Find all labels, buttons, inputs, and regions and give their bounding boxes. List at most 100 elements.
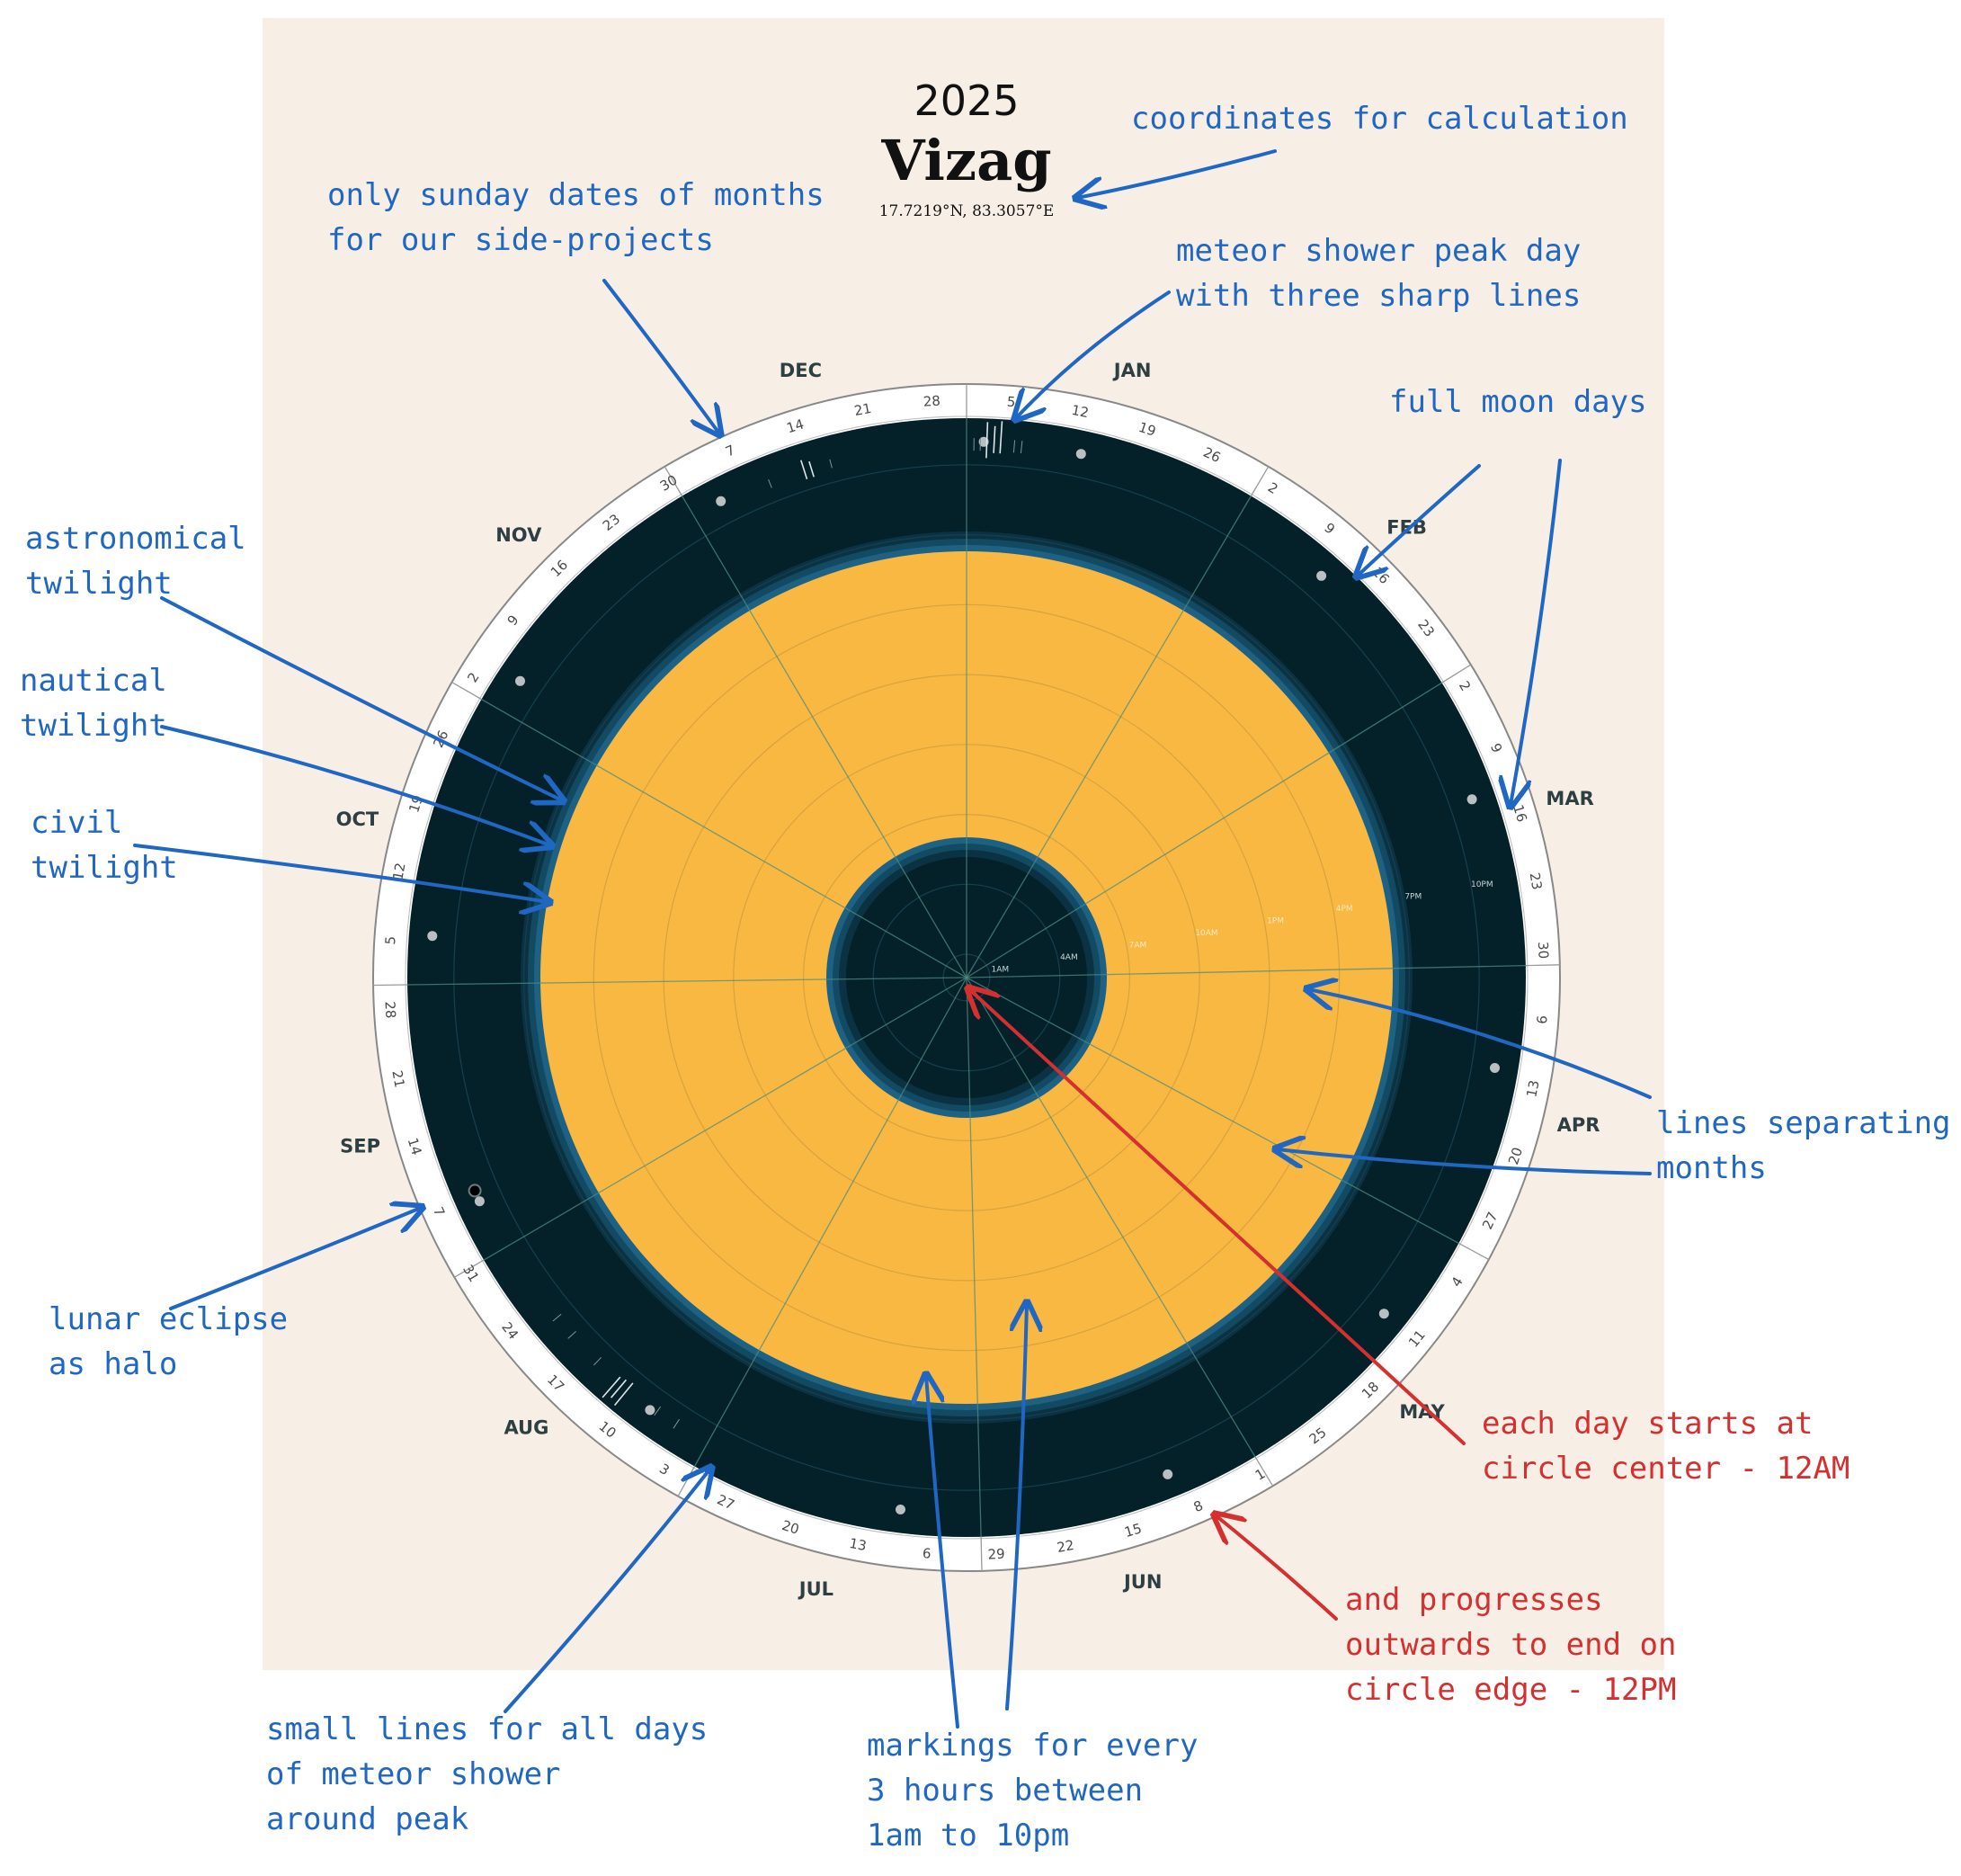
full-moon-dot [515,675,525,686]
note-nautical-twilight: nautical twilight [20,663,185,744]
sunday-label: 15 [1122,1520,1143,1541]
note-sundays: only sunday dates of months for our side… [327,177,842,258]
note-month-lines-line: lines separating [1656,1105,1951,1141]
meteor-streak [673,1418,680,1429]
month-ring-tick [1441,664,1472,683]
month-ring-tick [453,1259,485,1278]
month-label: JAN [1112,360,1152,381]
note-day-end: and progresses outwards to end on circle… [1345,1582,1695,1708]
sun-wheel: 5 121926291623291623306132027411182518152… [336,360,1600,1600]
note-day-end-line: outwards to end on [1345,1627,1676,1663]
arrow-hour-marks-left [926,1376,959,1729]
arrow-coordinates [1077,149,1277,198]
note-civil-twilight: civil twilight [31,805,178,886]
note-day-end-line: and progresses [1345,1582,1603,1618]
month-label: SEP [340,1136,380,1157]
note-full-moon: full moon days [1389,384,1647,420]
full-moon-dot [896,1505,905,1514]
arrow-month-lines-lower [1277,1149,1652,1175]
hour-labels: 1AM 4AM 7AM 10AM 1PM 4PM 7PM 10PM [991,880,1493,975]
full-moon-dots [427,436,1500,1514]
poster-year: 2025 [914,76,1019,125]
full-moon-dot [1378,1309,1389,1319]
sunday-label: 30 [1535,942,1552,960]
meteor-shower-marks [552,421,1023,1429]
sunday-label: 29 [987,1546,1005,1563]
note-lunar-eclipse: lunar eclipse as halo [49,1301,307,1382]
sunday-label: 22 [1056,1537,1075,1556]
note-month-lines-line: months [1656,1150,1767,1186]
full-moon-dot [716,496,726,506]
note-hour-marks-line: markings for every [867,1728,1198,1764]
arrow-astronomical [160,596,562,800]
note-day-start-line: circle center - 12AM [1482,1451,1850,1487]
month-label: OCT [336,808,379,830]
meteor-streak [593,1356,602,1366]
poster-city: Vizag [880,128,1051,193]
note-coordinates-line: coordinates for calculation [1131,101,1628,137]
month-separator-line [966,682,1442,978]
note-nautical-line: twilight [20,708,167,744]
poster-coordinates: 17.7219°N, 83.3057°E [879,202,1055,220]
meteor-streak [567,1331,576,1339]
hour-label: 10PM [1471,880,1493,889]
month-label: JUL [798,1578,833,1600]
month-separator-line [481,698,967,978]
month-ring-tick [1250,466,1270,496]
hour-label: 4AM [1060,953,1078,962]
meteor-streak [808,460,815,478]
note-day-start: each day starts at circle center - 12AM [1482,1406,1850,1487]
month-separator-line [693,977,967,1467]
month-separator-line [682,496,967,978]
note-civil-line: twilight [31,850,178,886]
annotations: coordinates for calculation only sunday … [20,101,1961,1854]
month-ring-tick [664,466,683,496]
arrow-full-moon-feb [1358,464,1481,576]
sunday-label: 14 [785,415,807,436]
note-coordinates: coordinates for calculation [1131,101,1628,137]
sunday-label: 12 [389,862,408,881]
full-moon-dot [1075,449,1086,460]
sunday-label: 19 [1136,419,1158,440]
meteor-streak [602,1376,621,1398]
meteor-streak [654,1406,662,1416]
sunday-label: 23 [1527,871,1546,891]
month-separator-line [483,977,967,1261]
hour-label: 1AM [991,965,1009,974]
sunday-label: 13 [848,1535,868,1554]
note-month-lines: lines separating months [1656,1105,1961,1186]
full-moon-dot [474,1196,485,1207]
arrow-hour-marks-right [1005,1304,1027,1711]
hour-label: 10AM [1195,929,1217,938]
arrow-day-end [1216,1515,1338,1621]
note-hour-marks-line: 3 hours between [867,1773,1143,1809]
note-hour-marks-line: 1am to 10pm [867,1818,1069,1854]
arrow-civil [133,844,548,902]
sunday-label: 12 [1070,402,1090,421]
note-meteor-peak-line: with three sharp lines [1176,278,1581,314]
full-moon-dot [1490,1063,1500,1073]
month-ring-tick [373,984,408,987]
month-separator-line [966,496,1252,978]
annotation-arrows [133,149,1652,1729]
full-moon-dot [427,931,438,942]
month-label: JUN [1122,1571,1162,1593]
meteor-streak [610,1379,628,1398]
meteor-streak [993,425,996,453]
sunday-label: 28 [923,393,940,410]
arrow-nautical [160,725,550,845]
sunday-label: 21 [388,1069,407,1089]
meteor-streak [768,479,772,488]
full-moon-dot [1466,794,1477,805]
sunday-label: 5 [1006,394,1016,411]
month-label: DEC [780,360,822,381]
note-day-end-line: circle edge - 12PM [1345,1672,1676,1708]
note-full-moon-line: full moon days [1389,384,1647,420]
arrow-meteor-days [504,1469,710,1713]
arrow-month-lines-upper [1308,989,1652,1099]
month-ring-tick [451,682,482,701]
month-ring-tick [1525,964,1560,967]
note-meteor-days-line: around peak [266,1801,468,1837]
month-separator-line [966,977,1459,1244]
note-civil-line: civil [31,805,122,841]
